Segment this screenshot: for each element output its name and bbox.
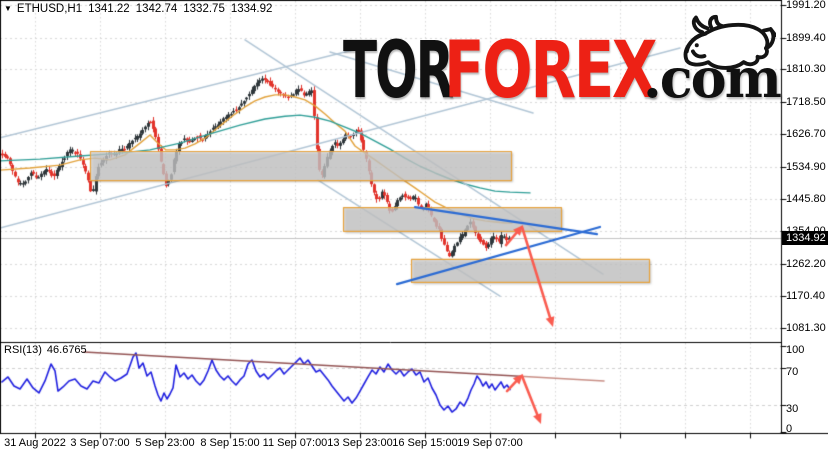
- price-axis-label: 1991.20: [786, 0, 826, 11]
- price-axis-label: 1626.70: [786, 128, 826, 141]
- current-price-badge: 1334.92: [782, 230, 828, 245]
- price-axis-label: 1534.90: [786, 160, 826, 173]
- time-axis-label: 5 Sep 23:00: [135, 437, 195, 449]
- time-axis-label: 13 Sep 23:00: [327, 437, 393, 449]
- time-axis-label: 11 Sep 07:00: [262, 437, 328, 449]
- rsi-scale-label: 30: [786, 403, 799, 415]
- price-axis-label: 1810.30: [786, 63, 826, 76]
- price-axis-label: 1899.40: [786, 31, 826, 44]
- close-value: 1334.92: [230, 3, 273, 15]
- price-axis-label: 1262.20: [786, 257, 826, 270]
- rsi-indicator-label: RSI(13): [4, 344, 42, 356]
- rsi-header: RSI(13) 46.6765: [4, 344, 87, 356]
- time-axis-label: 3 Sep 07:00: [70, 437, 130, 449]
- ohlc-header: ▼ ETHUSD,H1 1341.22 1342.74 1332.75 1334.92: [4, 3, 272, 15]
- open-value: 1341.22: [88, 3, 130, 15]
- price-axis[interactable]: 1334.92 1991.20 1899.40 1810.30 1718.50 1626…: [782, 0, 828, 455]
- price-axis-label: 1445.80: [786, 192, 826, 205]
- price-axis-label: 1170.40: [786, 290, 825, 303]
- rsi-scale-label: 70: [786, 366, 799, 378]
- high-value: 1342.74: [135, 3, 178, 15]
- chevron-down-icon: ▼: [4, 4, 12, 13]
- symbol-timeframe-label: ETHUSD,H1: [16, 3, 83, 15]
- time-axis[interactable]: 31 Aug 2022 3 Sep 07:00 5 Sep 23:00 8 Sep 1…: [0, 434, 781, 455]
- bull-icon: [683, 14, 776, 70]
- time-axis-label: 8 Sep 15:00: [200, 437, 260, 449]
- price-axis-label: 1081.30: [786, 322, 826, 334]
- rsi-scale-label: 100: [786, 344, 805, 356]
- price-axis-label: 1718.50: [786, 95, 826, 108]
- low-value: 1332.75: [183, 3, 225, 15]
- time-axis-label: 16 Sep 15:00: [392, 437, 458, 449]
- rsi-scale-label: 0: [786, 423, 793, 435]
- time-axis-label: 19 Sep 07:00: [457, 437, 523, 449]
- time-axis-label: 31 Aug 2022: [4, 437, 66, 449]
- rsi-value: 46.6765: [46, 344, 87, 356]
